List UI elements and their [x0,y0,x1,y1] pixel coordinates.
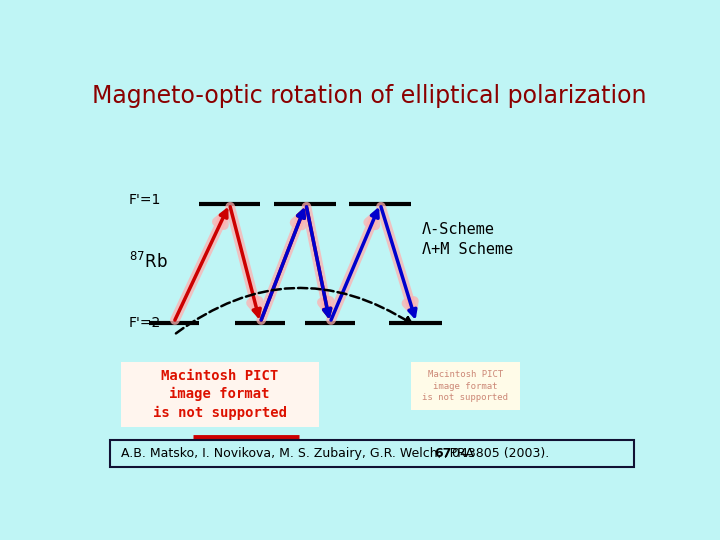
Text: 67: 67 [434,447,451,460]
FancyArrowPatch shape [176,288,412,333]
Text: F'=2: F'=2 [129,315,161,329]
Text: Macintosh PICT
image format
is not supported: Macintosh PICT image format is not suppo… [153,369,287,420]
Text: Λ-Scheme: Λ-Scheme [422,221,495,237]
FancyBboxPatch shape [109,440,634,467]
Text: A.B. Matsko, I. Novikova, M. S. Zubairy, G.R. Welch,  PRA: A.B. Matsko, I. Novikova, M. S. Zubairy,… [121,447,477,460]
Text: Λ+M Scheme: Λ+M Scheme [422,242,513,258]
Text: $^{87}$Rb: $^{87}$Rb [129,252,168,272]
Text: Macintosh PICT
image format
is not supported: Macintosh PICT image format is not suppo… [422,370,508,402]
Text: Magneto-optic rotation of elliptical polarization: Magneto-optic rotation of elliptical pol… [91,84,647,107]
FancyBboxPatch shape [411,362,520,410]
Text: F'=1: F'=1 [129,193,161,207]
FancyBboxPatch shape [121,362,319,427]
Text: , 043805 (2003).: , 043805 (2003). [444,447,549,460]
